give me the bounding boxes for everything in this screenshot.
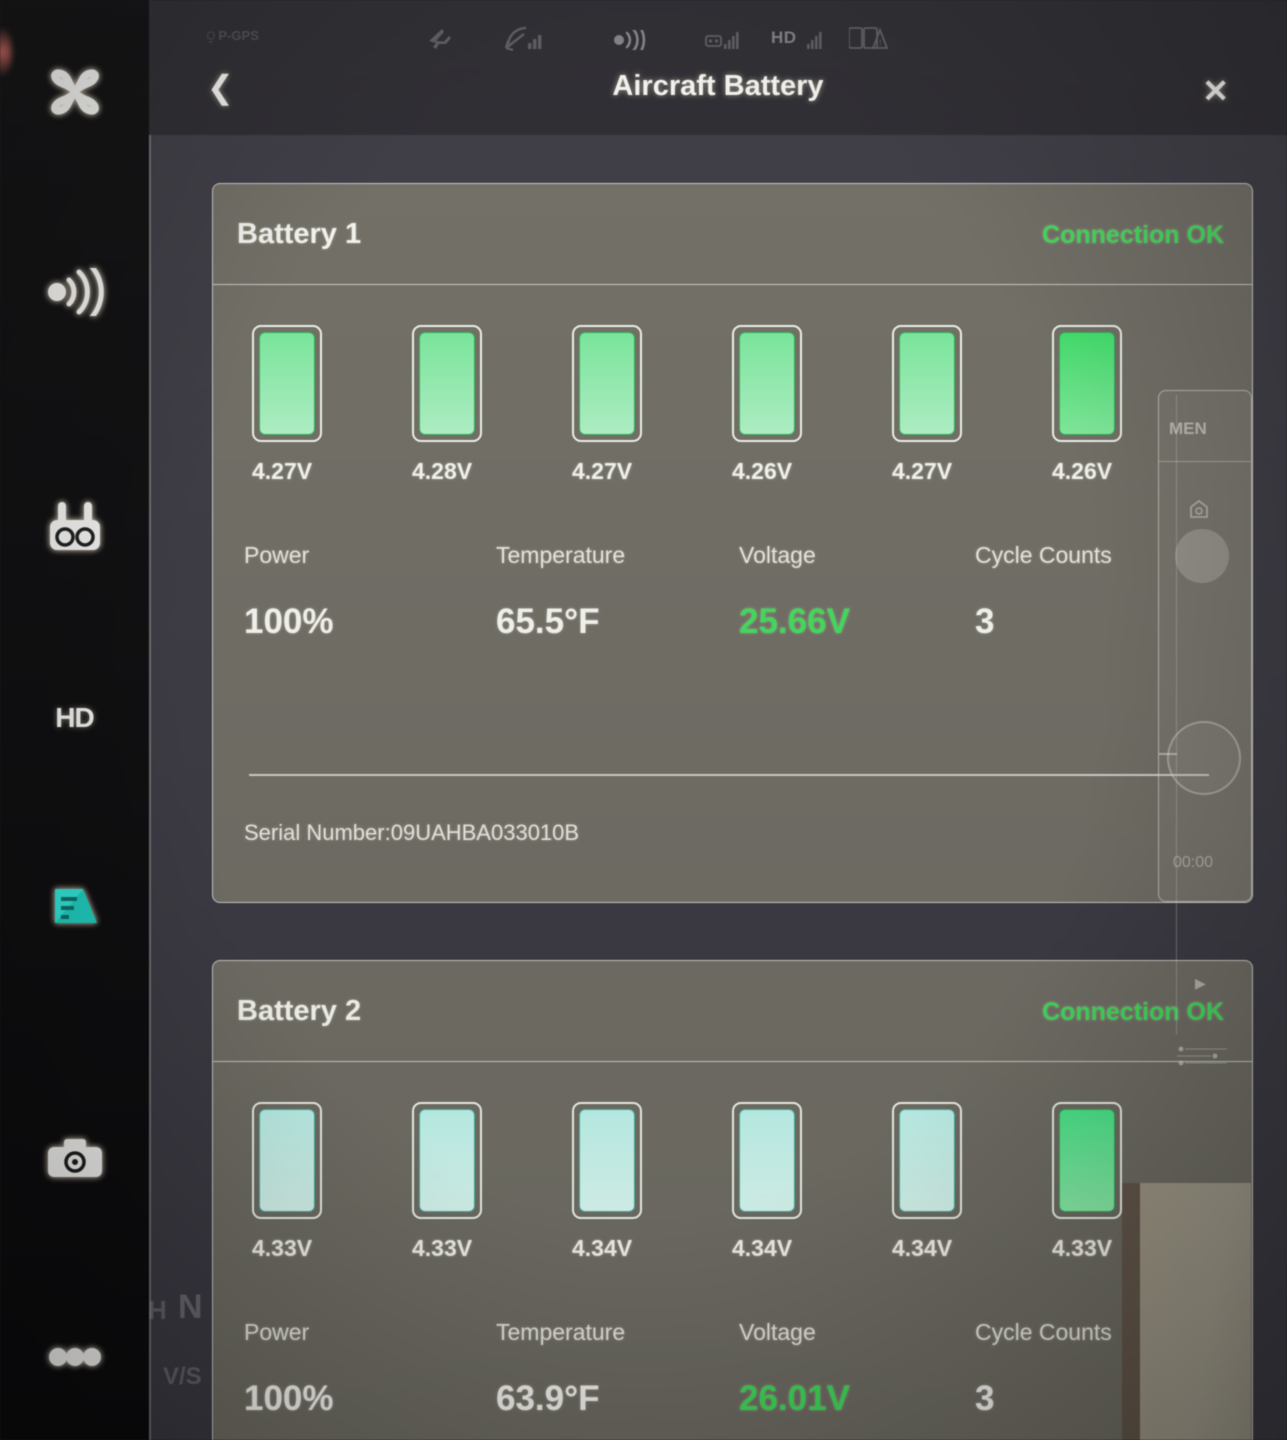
svg-text:!: ! xyxy=(879,38,882,48)
